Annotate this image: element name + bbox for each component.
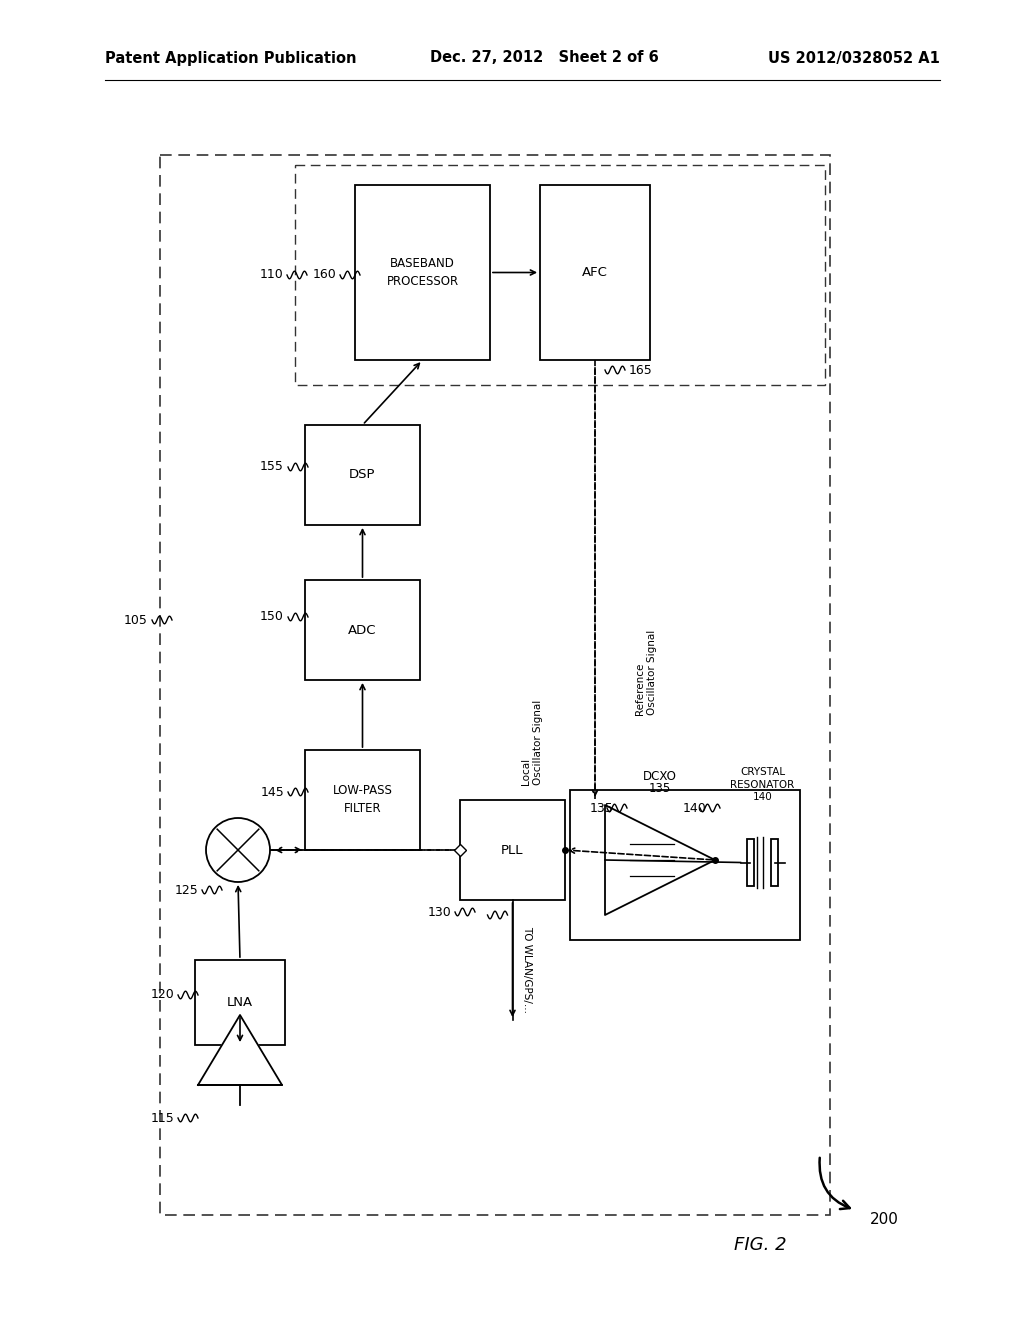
Bar (295, 165, 825, 385)
Text: Dec. 27, 2012   Sheet 2 of 6: Dec. 27, 2012 Sheet 2 of 6 (430, 50, 658, 66)
Bar (355, 185, 490, 360)
Bar (771, 840, 778, 886)
Text: US 2012/0328052 A1: US 2012/0328052 A1 (768, 50, 940, 66)
Polygon shape (198, 1015, 282, 1085)
Text: 130: 130 (427, 906, 451, 919)
Text: 105: 105 (124, 614, 148, 627)
Text: 120: 120 (151, 989, 174, 1002)
Text: 115: 115 (151, 1111, 174, 1125)
Text: Local
Oscillator Signal: Local Oscillator Signal (520, 700, 543, 785)
Text: TO WLAN/GPS/...: TO WLAN/GPS/... (522, 927, 532, 1014)
Bar (160, 154, 830, 1214)
Text: 165: 165 (629, 363, 652, 376)
Polygon shape (605, 805, 715, 915)
Text: Reference
Oscillator Signal: Reference Oscillator Signal (635, 630, 657, 715)
Bar (305, 750, 420, 850)
FancyArrowPatch shape (819, 1158, 850, 1209)
Text: 135: 135 (589, 801, 613, 814)
Bar (570, 789, 800, 940)
Text: BASEBAND
PROCESSOR: BASEBAND PROCESSOR (386, 257, 459, 288)
Bar (746, 840, 754, 886)
Text: 200: 200 (870, 1213, 899, 1228)
Bar (540, 185, 650, 360)
Text: 140: 140 (682, 801, 706, 814)
Bar (305, 579, 420, 680)
Text: 135: 135 (649, 781, 671, 795)
Text: 145: 145 (260, 785, 284, 799)
Text: AFC: AFC (582, 267, 608, 279)
Text: ADC: ADC (348, 623, 377, 636)
Bar (305, 425, 420, 525)
Text: LOW-PASS
FILTER: LOW-PASS FILTER (333, 784, 392, 816)
Text: 110: 110 (259, 268, 283, 281)
Text: Patent Application Publication: Patent Application Publication (105, 50, 356, 66)
Text: 155: 155 (260, 461, 284, 474)
Text: 125: 125 (174, 883, 198, 896)
Text: 160: 160 (312, 268, 336, 281)
Text: CRYSTAL
RESONATOR
140: CRYSTAL RESONATOR 140 (730, 767, 795, 803)
Bar (195, 960, 285, 1045)
Bar (460, 800, 565, 900)
Text: DCXO: DCXO (643, 770, 677, 783)
Text: DSP: DSP (349, 469, 376, 482)
Text: 150: 150 (260, 610, 284, 623)
Text: PLL: PLL (502, 843, 523, 857)
Text: FIG. 2: FIG. 2 (733, 1236, 786, 1254)
Text: LNA: LNA (227, 997, 253, 1008)
